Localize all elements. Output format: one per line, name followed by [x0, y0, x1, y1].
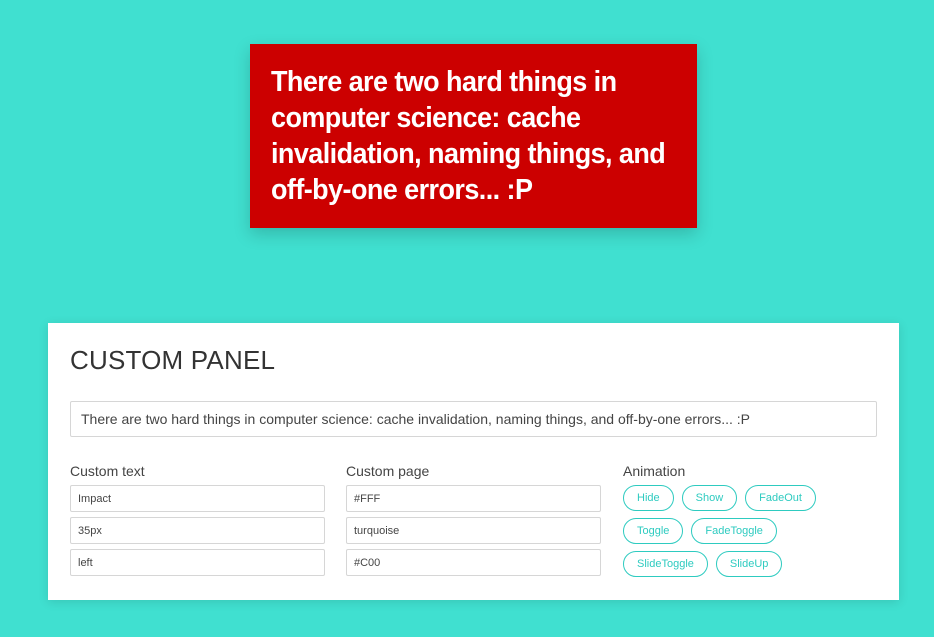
quote-text-input[interactable] [70, 401, 877, 437]
animation-row-3: SlideToggle SlideUp [623, 551, 883, 577]
animation-label: Animation [623, 463, 686, 479]
custom-text-group: Custom text [70, 463, 325, 581]
fadeout-button[interactable]: FadeOut [745, 485, 816, 511]
text-align-input[interactable] [70, 549, 325, 576]
font-size-input[interactable] [70, 517, 325, 544]
toggle-button[interactable]: Toggle [623, 518, 684, 544]
animation-row-2: Toggle FadeToggle [623, 518, 883, 544]
slidetoggle-button[interactable]: SlideToggle [623, 551, 708, 577]
box-background-input[interactable] [346, 549, 601, 576]
font-family-input[interactable] [70, 485, 325, 512]
slideup-button[interactable]: SlideUp [715, 551, 783, 577]
fadetoggle-button[interactable]: FadeToggle [691, 518, 777, 544]
animation-row-1: Hide Show FadeOut [623, 485, 883, 511]
hide-button[interactable]: Hide [623, 485, 674, 511]
custom-page-label: Custom page [346, 463, 430, 479]
show-button[interactable]: Show [681, 485, 738, 511]
custom-panel: CUSTOM PANEL Custom text Custom page Ani… [48, 323, 899, 600]
panel-title: CUSTOM PANEL [70, 345, 276, 375]
animation-group: Animation Hide Show FadeOut Toggle FadeT… [623, 463, 883, 584]
quote-box: There are two hard things in computer sc… [250, 44, 697, 228]
quote-text: There are two hard things in computer sc… [271, 66, 666, 206]
custom-text-label: Custom text [70, 463, 145, 479]
custom-page-group: Custom page [346, 463, 601, 581]
text-color-input[interactable] [346, 485, 601, 512]
page-background-input[interactable] [346, 517, 601, 544]
